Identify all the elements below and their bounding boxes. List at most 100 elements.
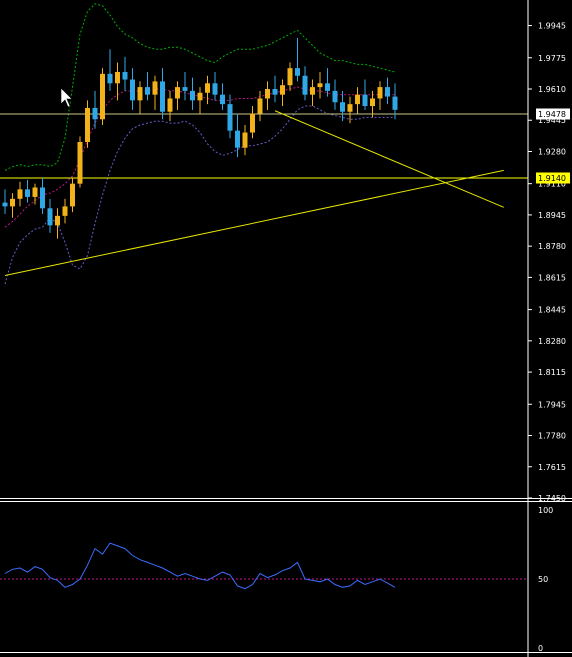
candle — [272, 75, 278, 103]
candle — [205, 75, 210, 105]
candle — [362, 79, 368, 110]
price-tick-label: 1.8280 — [538, 337, 566, 346]
candle — [145, 71, 150, 101]
candle — [100, 68, 105, 125]
price-tick-label: 1.9445 — [538, 116, 566, 125]
candle-body — [160, 81, 165, 112]
candle — [55, 208, 60, 239]
candle-body — [377, 87, 383, 99]
candle — [160, 68, 165, 120]
candle-body — [340, 102, 345, 112]
rsi-panel — [0, 542, 528, 590]
candle — [92, 90, 98, 129]
candle — [182, 71, 188, 101]
mouse-cursor-icon — [60, 87, 73, 108]
candle-body — [40, 187, 45, 209]
level-price-tag: 1.9140 — [536, 172, 570, 184]
candle-body — [85, 107, 90, 143]
candle-body — [257, 98, 263, 114]
level-price-tag-label: 1.9140 — [538, 174, 566, 183]
candle-body — [392, 96, 398, 110]
price-tick-label: 1.8445 — [538, 306, 566, 315]
price-tick-label: 1.9280 — [538, 147, 566, 156]
price-tick-label: 1.8780 — [538, 242, 566, 251]
candle — [302, 66, 308, 101]
candle — [17, 181, 23, 207]
price-tick-label: 1.8615 — [538, 273, 566, 282]
candle-body — [370, 98, 375, 107]
level-price-tag-box — [536, 172, 570, 184]
candle — [85, 100, 90, 148]
candle-body — [55, 215, 60, 226]
candle — [332, 79, 338, 110]
candle-body — [265, 88, 270, 99]
candle-body — [355, 94, 360, 105]
candle — [370, 90, 375, 118]
candle-body — [197, 92, 203, 101]
candle — [295, 37, 300, 82]
candle-body — [77, 142, 83, 184]
candle — [25, 179, 30, 203]
upper-band-line — [4, 3, 396, 171]
trendline — [4, 169, 504, 276]
candle-body — [287, 68, 293, 86]
candle — [242, 124, 248, 156]
lower-band-line — [4, 105, 395, 285]
candle-body — [70, 183, 75, 207]
candle — [280, 79, 285, 107]
price-tick-label: 1.7945 — [538, 400, 566, 409]
candle-body — [175, 87, 180, 99]
candle-body — [10, 198, 15, 207]
price-tick-label: 1.9775 — [538, 54, 566, 63]
candle-body — [62, 206, 68, 216]
trendline — [274, 110, 504, 208]
candle-body — [242, 132, 248, 148]
candle — [212, 71, 218, 101]
candle — [250, 106, 255, 139]
candle — [310, 79, 315, 107]
rsi-line — [4, 542, 396, 590]
candle — [77, 136, 83, 188]
candle — [197, 87, 203, 114]
candle-body — [130, 79, 135, 101]
candle-body — [212, 83, 218, 95]
candle — [220, 83, 225, 110]
candle-body — [310, 87, 315, 95]
candle-body — [190, 90, 195, 101]
candle-body — [317, 83, 323, 88]
candle — [392, 83, 398, 120]
candle — [385, 77, 390, 105]
candle-body — [347, 104, 353, 112]
candle-body — [107, 73, 113, 84]
main-price-panel — [0, 3, 528, 285]
candle-body — [280, 85, 285, 95]
rsi-tick-label: 0 — [538, 644, 543, 653]
rsi-tick-label: 50 — [538, 575, 548, 584]
candle-body — [32, 187, 38, 197]
candle — [190, 77, 195, 110]
candle-body — [332, 90, 338, 103]
candle — [347, 96, 353, 124]
candle-body — [235, 130, 240, 148]
candle — [227, 94, 233, 139]
candle — [62, 198, 68, 224]
candle — [115, 62, 120, 101]
candle — [355, 87, 360, 114]
candle-body — [145, 87, 150, 95]
candle-body — [152, 81, 158, 95]
candle-body — [205, 83, 210, 93]
candle-body — [25, 189, 30, 197]
price-tick-label: 1.7615 — [538, 463, 566, 472]
candle-body — [295, 68, 300, 76]
candle — [47, 198, 53, 233]
candle-body — [92, 107, 98, 120]
candle-body — [362, 94, 368, 107]
candle-body — [182, 87, 188, 91]
candle-body — [227, 104, 233, 131]
price-tick-label: 1.7780 — [538, 432, 566, 441]
candle-body — [137, 87, 143, 101]
price-tick-label: 1.7450 — [538, 494, 566, 503]
candle — [287, 62, 293, 91]
